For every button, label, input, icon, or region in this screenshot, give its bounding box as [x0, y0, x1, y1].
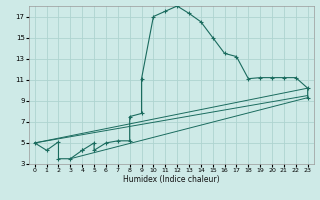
- X-axis label: Humidex (Indice chaleur): Humidex (Indice chaleur): [123, 175, 220, 184]
